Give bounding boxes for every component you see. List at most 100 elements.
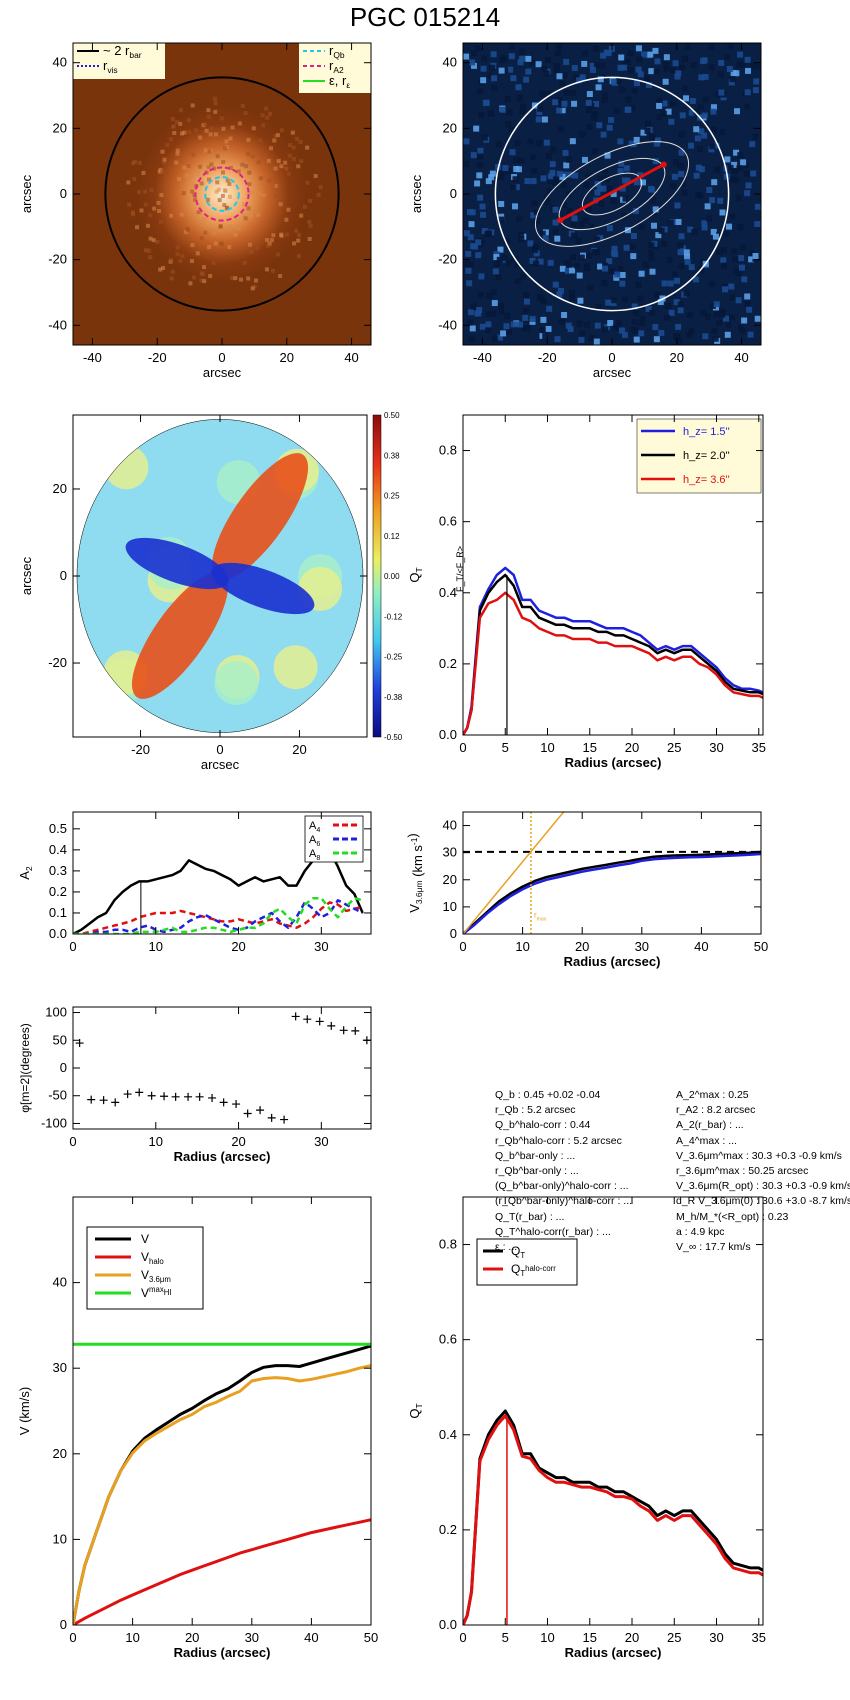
y-tick-label: 0.6 — [439, 1332, 457, 1347]
info-line: Q_T(r_bar) : ... — [495, 1210, 565, 1223]
x-tick-label: -20 — [131, 742, 150, 757]
image-pixel — [249, 250, 254, 255]
image-pixel — [266, 158, 271, 163]
legend-label: rA2 — [329, 58, 344, 75]
image-pixel — [596, 122, 603, 129]
x-tick-label: 30 — [709, 1630, 723, 1645]
info-line: Q_b^halo-corr : 0.44 — [495, 1119, 591, 1132]
image-pixel — [127, 202, 132, 207]
data-point — [267, 1113, 276, 1122]
image-pixel — [708, 146, 715, 153]
image-pixel — [155, 239, 160, 244]
image-pixel — [542, 333, 549, 340]
image-pixel — [211, 231, 216, 236]
image-pixel — [496, 334, 503, 341]
y-axis-label: QT — [407, 567, 424, 582]
x-tick-label: 0 — [459, 939, 466, 954]
bar-end-marker — [557, 217, 564, 224]
image-pixel — [265, 115, 270, 120]
image-pixel — [748, 256, 755, 263]
image-pixel — [148, 236, 153, 241]
image-pixel — [236, 226, 241, 231]
image-pixel — [558, 318, 565, 325]
image-pixel — [519, 108, 526, 115]
data-point — [147, 1091, 156, 1100]
image-pixel — [233, 232, 238, 237]
image-pixel — [539, 327, 546, 334]
image-pixel — [539, 230, 546, 237]
image-pixel — [672, 271, 679, 278]
image-pixel — [741, 317, 748, 324]
image-pixel — [635, 66, 642, 73]
image-pixel — [213, 109, 218, 114]
image-pixel — [724, 54, 731, 61]
y-axis-label: φ[m=2](degrees) — [18, 1023, 32, 1112]
image-pixel — [702, 333, 709, 340]
image-pixel — [296, 164, 301, 169]
plot-frame — [462, 414, 764, 736]
image-pixel — [586, 91, 593, 98]
image-pixel — [704, 203, 711, 210]
image-pixel — [477, 162, 484, 169]
image-pixel — [501, 55, 508, 62]
info-line: r_Qb^halo-corr : 5.2 arcsec — [495, 1134, 622, 1147]
image-pixel — [570, 221, 577, 228]
x-tick-label: -20 — [538, 350, 557, 365]
image-pixel — [237, 121, 242, 126]
image-pixel — [711, 327, 718, 334]
image-pixel — [589, 62, 596, 69]
image-pixel — [736, 165, 743, 172]
image-pixel — [465, 250, 472, 257]
image-pixel — [553, 67, 560, 74]
data-point — [87, 1095, 96, 1104]
image-pixel — [554, 50, 561, 57]
image-pixel — [183, 230, 188, 235]
image-pixel — [497, 174, 504, 181]
image-pixel — [178, 108, 183, 113]
image-pixel — [215, 154, 220, 159]
image-pixel — [490, 289, 497, 296]
legend-label: V — [141, 1232, 149, 1246]
image-pixel — [523, 76, 530, 83]
image-pixel — [606, 225, 613, 232]
image-pixel — [576, 320, 583, 327]
image-pixel — [296, 254, 301, 259]
image-pixel — [305, 180, 310, 185]
image-pixel — [552, 206, 559, 213]
image-pixel — [480, 65, 487, 72]
colorbar-tick-label: 0.50 — [384, 411, 400, 420]
y-tick-label: 0.0 — [49, 926, 67, 941]
y-tick-label: -20 — [48, 252, 67, 267]
chart-phase: Radius (arcsec) φ[m=2](degrees) — [18, 1012, 371, 1164]
x-tick-label: 10 — [540, 740, 554, 755]
image-pixel — [736, 270, 743, 277]
image-pixel — [279, 164, 284, 169]
x-axis-label: arcsec — [203, 365, 242, 380]
image-pixel — [505, 121, 512, 128]
image-pixel — [724, 156, 731, 163]
image-pixel — [535, 116, 542, 123]
data-point — [327, 1021, 336, 1030]
image-pixel — [569, 290, 576, 297]
image-pixel — [654, 292, 661, 299]
image-pixel — [522, 307, 529, 314]
image-pixel — [191, 152, 196, 157]
image-pixel — [571, 100, 578, 107]
image-pixel — [203, 230, 208, 235]
image-pixel — [680, 181, 687, 188]
info-line: A_2^max : 0.25 — [676, 1089, 749, 1101]
image-pixel — [695, 164, 702, 171]
image-pixel — [469, 335, 476, 342]
image-pixel — [559, 173, 566, 180]
image-pixel — [477, 147, 484, 154]
image-pixel — [307, 237, 312, 242]
image-pixel — [647, 51, 654, 58]
image-pixel — [632, 208, 639, 215]
image-pixel — [663, 65, 670, 72]
image-pixel — [181, 230, 186, 235]
image-pixel — [143, 189, 148, 194]
image-pixel — [229, 165, 234, 170]
image-pixel — [544, 199, 551, 206]
image-pixel — [488, 110, 495, 117]
info-line: Q_b^bar-only : ... — [495, 1149, 576, 1162]
